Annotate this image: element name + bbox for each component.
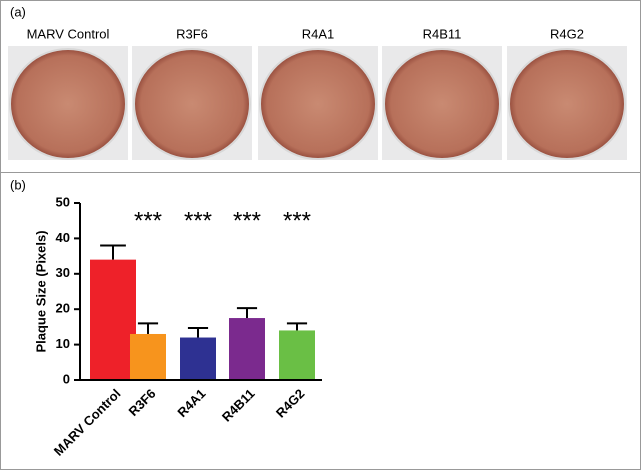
plate-label: R4A1 xyxy=(302,26,335,41)
x-tick-label: MARV Control xyxy=(51,386,124,459)
plate-label: R3F6 xyxy=(176,26,208,41)
x-tick-label: R4G2 xyxy=(273,386,308,421)
y-tick-label: 40 xyxy=(56,230,70,245)
significance: *** xyxy=(233,207,261,234)
bar xyxy=(130,333,166,380)
plate-label: MARV Control xyxy=(27,26,110,41)
significance: *** xyxy=(283,207,311,234)
y-axis-label: Plaque Size (Pixels) xyxy=(33,230,48,352)
plate-dish xyxy=(9,48,127,160)
plate-dish xyxy=(508,48,626,160)
plate-dish xyxy=(383,48,501,160)
y-tick-label: 30 xyxy=(56,265,70,280)
plate-dish xyxy=(133,48,251,160)
plate-dish xyxy=(259,48,377,160)
y-tick-label: 0 xyxy=(63,371,70,386)
plate-label: R4B11 xyxy=(423,26,462,41)
y-tick-label: 50 xyxy=(56,194,70,209)
panel-label: (a) xyxy=(10,4,26,19)
panel-label: (b) xyxy=(10,177,26,192)
bar xyxy=(90,259,136,380)
significance: *** xyxy=(184,207,212,234)
y-tick-label: 20 xyxy=(56,301,70,316)
x-tick-label: R4B11 xyxy=(219,386,258,425)
y-tick-label: 10 xyxy=(56,336,70,351)
significance: *** xyxy=(134,207,162,234)
plate-label: R4G2 xyxy=(550,26,584,41)
bar xyxy=(229,318,265,380)
x-tick-label: R4A1 xyxy=(174,386,208,420)
bar xyxy=(279,330,315,380)
bar xyxy=(180,337,216,380)
x-tick-label: R3F6 xyxy=(125,386,158,419)
